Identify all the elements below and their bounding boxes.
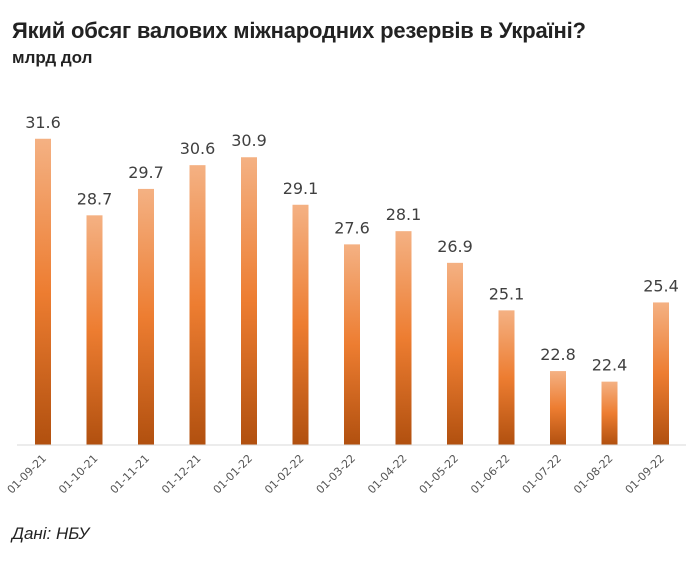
data-label: 29.1: [283, 179, 319, 198]
x-tick-label: 01-04-22: [365, 452, 410, 497]
x-tick-label: 01-03-22: [314, 452, 359, 497]
bar-01-04-22: [395, 231, 412, 445]
data-label: 30.6: [180, 139, 216, 158]
data-label: 30.9: [231, 131, 267, 150]
bar-01-03-22: [344, 244, 360, 445]
x-tick-label: 01-06-22: [468, 452, 513, 497]
x-tick-label: 01-10-21: [56, 452, 101, 497]
bar-01-09-22: [653, 302, 669, 445]
bar-01-05-22: [447, 262, 463, 445]
x-tick-label: 01-02-22: [262, 452, 307, 497]
bar-01-10-21: [86, 215, 103, 445]
data-label: 25.4: [643, 276, 679, 295]
x-tick-label: 01-07-22: [520, 452, 565, 497]
data-label: 25.1: [489, 284, 525, 303]
bar-01-09-21: [35, 138, 51, 445]
x-tick-label: 01-05-22: [417, 452, 462, 497]
bar-01-12-21: [189, 165, 206, 445]
data-label: 22.4: [592, 356, 628, 375]
x-tick-label: 01-11-21: [108, 452, 153, 497]
x-tick-label: 01-09-22: [623, 452, 668, 497]
bar-01-01-22: [241, 157, 257, 446]
data-label: 31.6: [25, 113, 61, 132]
data-label: 27.6: [334, 218, 370, 237]
source-note: Дані: НБУ: [12, 524, 90, 543]
bar-01-11-21: [138, 188, 154, 446]
x-tick-label: 01-12-21: [159, 452, 204, 497]
chart-title: Який обсяг валових міжнародних резервів …: [12, 18, 586, 43]
x-tick-label: 01-01-22: [211, 452, 256, 497]
bar-01-08-22: [601, 381, 618, 445]
data-label: 28.1: [386, 205, 422, 224]
data-label: 28.7: [77, 189, 113, 208]
bar-01-07-22: [550, 371, 566, 445]
data-label: 26.9: [437, 237, 473, 256]
x-tick-label: 01-09-21: [5, 452, 50, 497]
chart-subtitle: млрд дол: [12, 48, 93, 67]
data-label: 22.8: [540, 345, 576, 364]
data-label: 29.7: [128, 163, 164, 182]
bar-01-06-22: [498, 310, 515, 445]
x-tick-label: 01-08-22: [571, 452, 616, 497]
bar-01-02-22: [292, 204, 309, 445]
